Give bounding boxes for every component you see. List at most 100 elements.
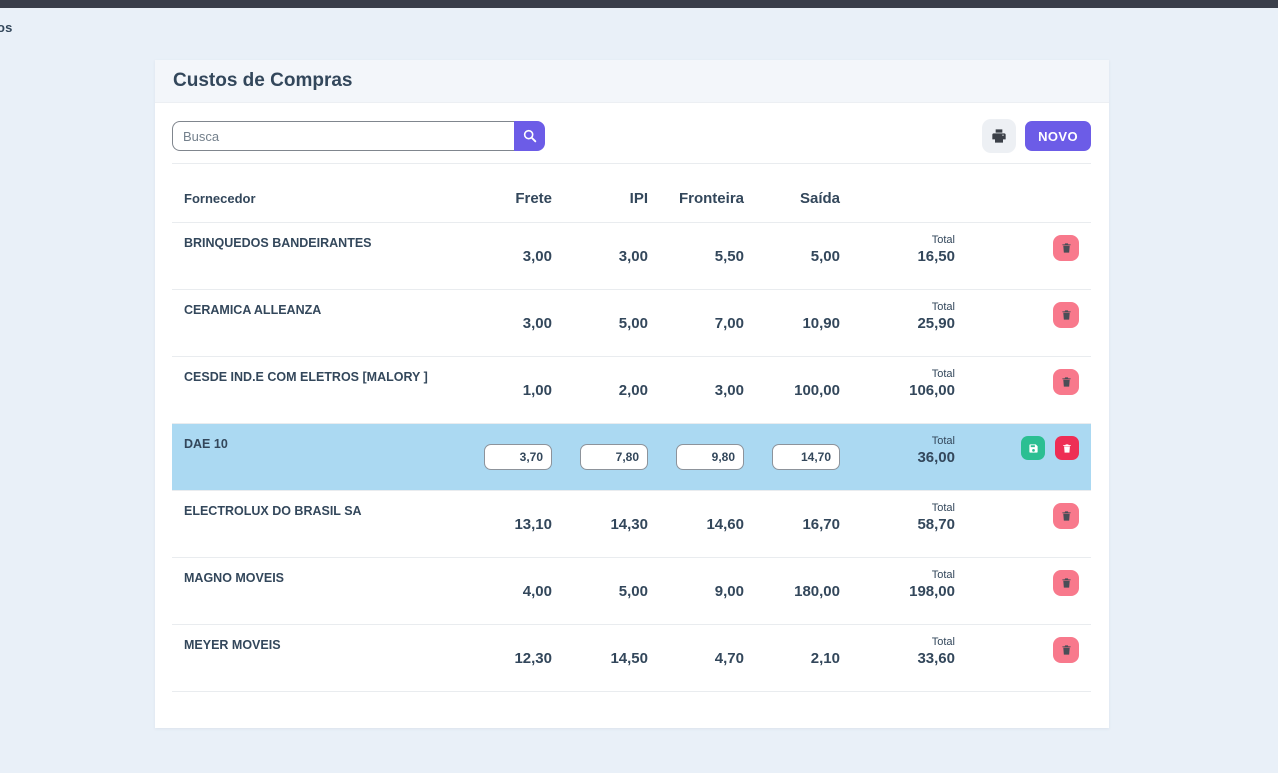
table-row: MEYER MOVEIS 12,30 14,50 4,70 2,10 Total…: [172, 625, 1091, 692]
table-row-editing: DAE 10 Total 36,00: [172, 424, 1091, 491]
saida-value: 5,00: [810, 247, 840, 265]
row-actions: [955, 290, 1091, 356]
ipi-value: 3,00: [618, 247, 648, 265]
row-actions: [955, 223, 1091, 289]
delete-button[interactable]: [1053, 369, 1079, 395]
column-header-fornecedor: Fornecedor: [184, 190, 256, 206]
search-icon: [522, 128, 538, 144]
table-header-row: Fornecedor Frete IPI Fronteira Saída: [172, 164, 1091, 223]
search-button[interactable]: [514, 121, 545, 151]
total-value: 106,00: [909, 382, 955, 399]
table-row: ELECTROLUX DO BRASIL SA 13,10 14,30 14,6…: [172, 491, 1091, 558]
frete-input[interactable]: [484, 444, 552, 470]
total-cell: Total 198,00: [840, 558, 955, 624]
ipi-value: 2,00: [618, 381, 648, 399]
trash-icon: [1062, 443, 1072, 454]
row-actions: [955, 424, 1091, 490]
search-group: [172, 121, 545, 151]
table-row: MAGNO MOVEIS 4,00 5,00 9,00 180,00 Total…: [172, 558, 1091, 625]
total-label: Total: [931, 435, 955, 447]
saida-value: 2,10: [810, 649, 840, 667]
ipi-input[interactable]: [580, 444, 648, 470]
total-cell: Total 33,60: [840, 625, 955, 691]
row-actions: [955, 625, 1091, 691]
total-label: Total: [931, 569, 955, 581]
trash-icon: [1061, 644, 1072, 656]
frete-value: 13,10: [514, 515, 552, 533]
fronteira-value: 4,70: [714, 649, 744, 667]
trash-icon: [1061, 309, 1072, 321]
ipi-value: 14,30: [610, 515, 648, 533]
suppliers-table: Fornecedor Frete IPI Fronteira Saída BRI…: [172, 163, 1091, 692]
saida-cell: [744, 424, 840, 490]
fronteira-value: 7,00: [714, 314, 744, 332]
saida-value: 100,00: [794, 381, 840, 399]
frete-value: 3,00: [522, 314, 552, 332]
table-body: BRINQUEDOS BANDEIRANTES 3,00 3,00 5,50 5…: [172, 223, 1091, 692]
ipi-value: 14,50: [610, 649, 648, 667]
delete-button[interactable]: [1053, 503, 1079, 529]
delete-button[interactable]: [1055, 436, 1079, 460]
row-actions: [955, 491, 1091, 557]
ipi-cell: [552, 424, 648, 490]
new-button[interactable]: NOVO: [1025, 121, 1091, 151]
row-actions: [955, 357, 1091, 423]
toolbar-right: NOVO: [982, 119, 1091, 153]
delete-button[interactable]: [1053, 235, 1079, 261]
saida-input[interactable]: [772, 444, 840, 470]
printer-icon: [991, 128, 1007, 144]
supplier-name: CERAMICA ALLEANZA: [184, 303, 322, 317]
supplier-name: CESDE IND.E COM ELETROS [MALORY ]: [184, 370, 428, 384]
supplier-name: MAGNO MOVEIS: [184, 571, 285, 585]
column-header-saida: Saída: [799, 189, 840, 207]
total-cell: Total 58,70: [840, 491, 955, 557]
fronteira-value: 3,00: [714, 381, 744, 399]
frete-value: 4,00: [522, 582, 552, 600]
trash-icon: [1061, 242, 1072, 254]
total-cell: Total 106,00: [840, 357, 955, 423]
fronteira-value: 14,60: [706, 515, 744, 533]
trash-icon: [1061, 510, 1072, 522]
supplier-name: MEYER MOVEIS: [184, 638, 281, 652]
print-button[interactable]: [982, 119, 1017, 153]
ipi-value: 5,00: [618, 314, 648, 332]
delete-button[interactable]: [1053, 570, 1079, 596]
delete-button[interactable]: [1053, 302, 1079, 328]
card-header: Custos de Compras: [155, 60, 1109, 103]
supplier-name: BRINQUEDOS BANDEIRANTES: [184, 236, 372, 250]
fronteira-value: 9,00: [714, 582, 744, 600]
fronteira-cell: [648, 424, 744, 490]
delete-button[interactable]: [1053, 637, 1079, 663]
total-label: Total: [931, 636, 955, 648]
saida-value: 180,00: [794, 582, 840, 600]
page-title: Custos de Compras: [173, 70, 353, 91]
trash-icon: [1061, 376, 1072, 388]
table-row: CERAMICA ALLEANZA 3,00 5,00 7,00 10,90 T…: [172, 290, 1091, 357]
search-input[interactable]: [172, 121, 514, 151]
column-header-frete: Frete: [515, 189, 552, 207]
frete-cell: [456, 424, 552, 490]
total-label: Total: [931, 301, 955, 313]
column-header-fronteira: Fronteira: [678, 189, 744, 207]
table-row: CESDE IND.E COM ELETROS [MALORY ] 1,00 2…: [172, 357, 1091, 424]
frete-value: 3,00: [522, 247, 552, 265]
total-value: 198,00: [909, 583, 955, 600]
table-row: BRINQUEDOS BANDEIRANTES 3,00 3,00 5,50 5…: [172, 223, 1091, 290]
total-label: Total: [931, 234, 955, 246]
breadcrumb-fragment[interactable]: os: [0, 20, 13, 35]
total-value: 36,00: [917, 449, 955, 466]
total-value: 25,90: [917, 315, 955, 332]
ipi-value: 5,00: [618, 582, 648, 600]
total-label: Total: [931, 368, 955, 380]
supplier-name: ELECTROLUX DO BRASIL SA: [184, 504, 362, 518]
column-header-total-spacer: [840, 193, 955, 204]
save-button[interactable]: [1021, 436, 1045, 460]
toolbar: NOVO: [155, 103, 1109, 163]
trash-icon: [1061, 577, 1072, 589]
fronteira-input[interactable]: [676, 444, 744, 470]
saida-value: 10,90: [802, 314, 840, 332]
save-icon: [1028, 443, 1039, 454]
total-cell: Total 16,50: [840, 223, 955, 289]
total-cell: Total 36,00: [840, 424, 955, 490]
total-cell: Total 25,90: [840, 290, 955, 356]
